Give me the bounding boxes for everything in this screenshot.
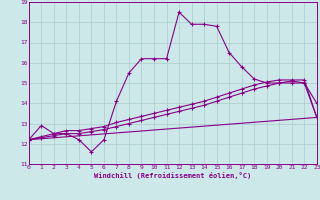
X-axis label: Windchill (Refroidissement éolien,°C): Windchill (Refroidissement éolien,°C) [94, 172, 252, 179]
